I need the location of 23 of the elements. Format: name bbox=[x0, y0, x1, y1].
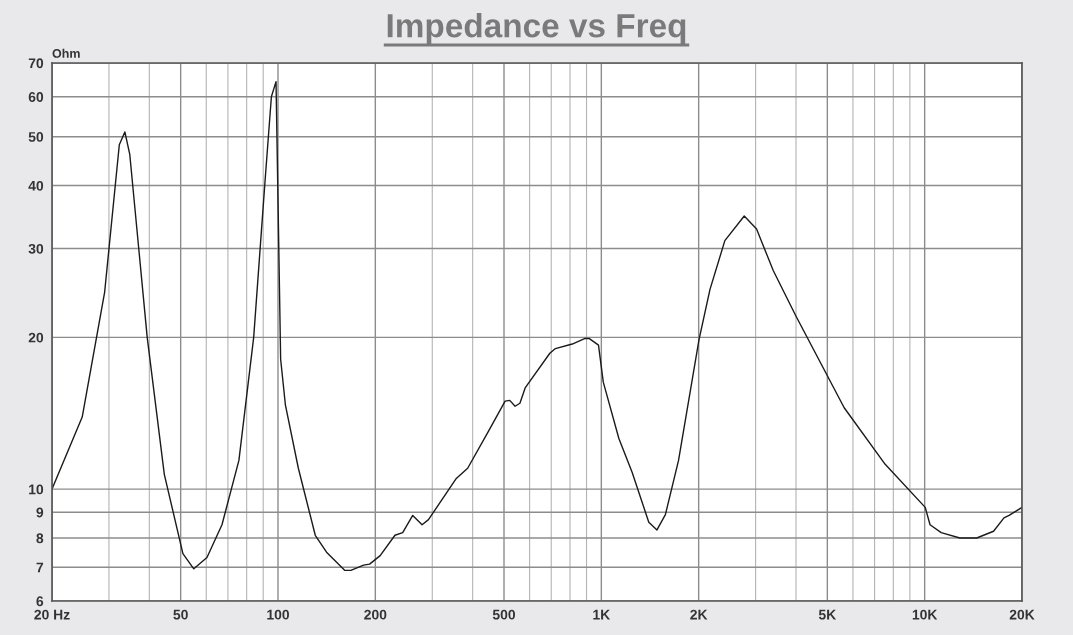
y-tick-label: 8 bbox=[36, 533, 44, 544]
y-tick-label: 20 bbox=[28, 332, 44, 343]
y-tick-label: 7 bbox=[36, 562, 44, 573]
x-tick-label: 100 bbox=[267, 609, 290, 620]
x-tick-label: 50 bbox=[173, 609, 188, 620]
x-tick-label: 500 bbox=[492, 609, 516, 620]
x-tick-label: 200 bbox=[364, 609, 387, 620]
y-tick-label: 70 bbox=[28, 58, 44, 69]
x-tick-label: 1K bbox=[593, 609, 611, 620]
x-tick-label: 20 Hz bbox=[34, 609, 70, 620]
y-axis-title: Ohm bbox=[52, 48, 80, 58]
chart-title: Impedance vs Freq bbox=[387, 13, 686, 45]
x-tick-label: 20K bbox=[1009, 609, 1035, 620]
y-tick-label: 10 bbox=[29, 484, 44, 495]
y-tick-label: 9 bbox=[36, 507, 44, 518]
y-tick-label: 30 bbox=[28, 243, 44, 254]
y-tick-label: 6 bbox=[36, 596, 44, 607]
y-tick-label: 60 bbox=[28, 92, 44, 102]
y-tick-label: 40 bbox=[28, 180, 44, 191]
x-tick-label: 5K bbox=[818, 609, 837, 620]
x-tick-label: 2K bbox=[690, 609, 708, 620]
y-tick-label: 50 bbox=[28, 132, 44, 142]
x-tick-label: 10K bbox=[912, 609, 938, 620]
